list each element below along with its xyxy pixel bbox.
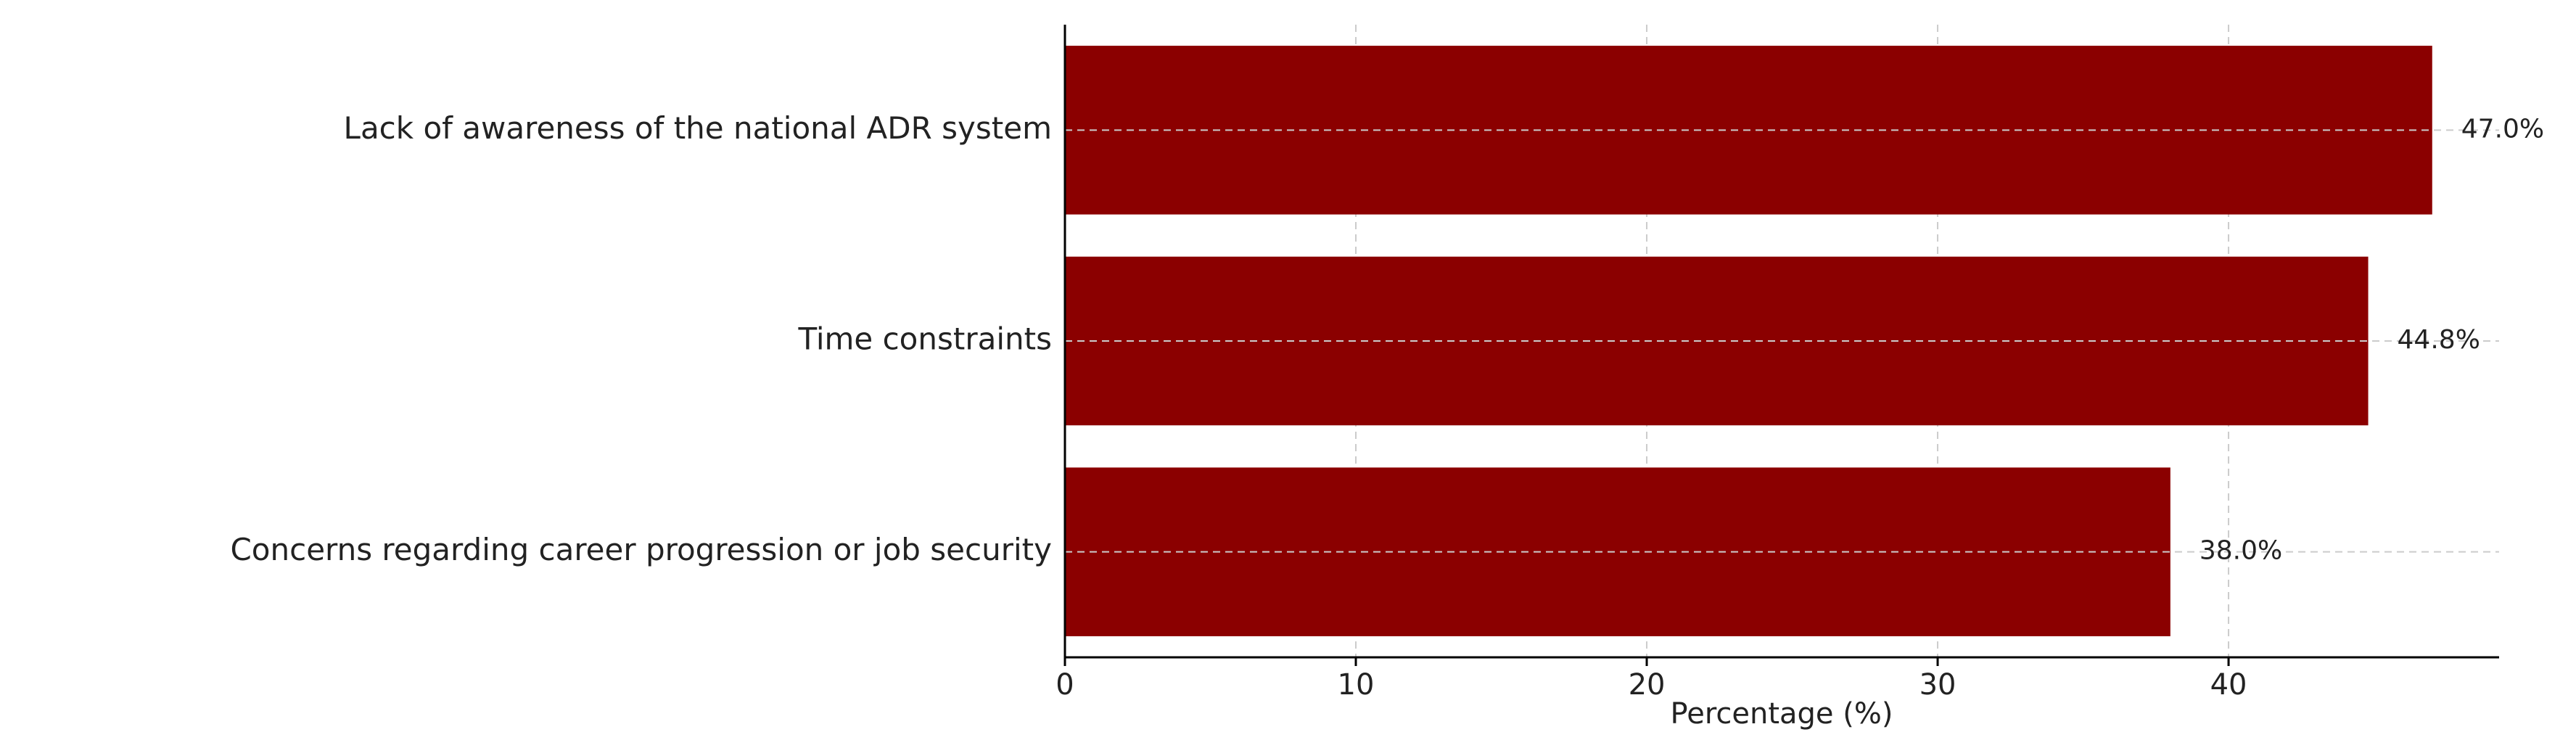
bar <box>1065 256 2369 426</box>
x-axis-label: Percentage (%) <box>1671 697 1893 731</box>
value-label: 47.0% <box>2461 114 2544 144</box>
x-tick-label: 10 <box>1338 668 1375 702</box>
value-label: 44.8% <box>2398 325 2480 355</box>
x-tick-label: 30 <box>1919 668 1956 702</box>
y-tick-label: Lack of awareness of the national ADR sy… <box>344 110 1052 146</box>
x-tick-label: 0 <box>1055 668 1074 702</box>
x-tick-label: 40 <box>2210 668 2247 702</box>
bar <box>1065 467 2170 636</box>
x-tick-label: 20 <box>1629 668 1666 702</box>
y-tick-label: Concerns regarding career progression or… <box>230 532 1052 567</box>
y-tick-label: Time constraints <box>797 321 1052 357</box>
value-label: 38.0% <box>2200 536 2282 566</box>
